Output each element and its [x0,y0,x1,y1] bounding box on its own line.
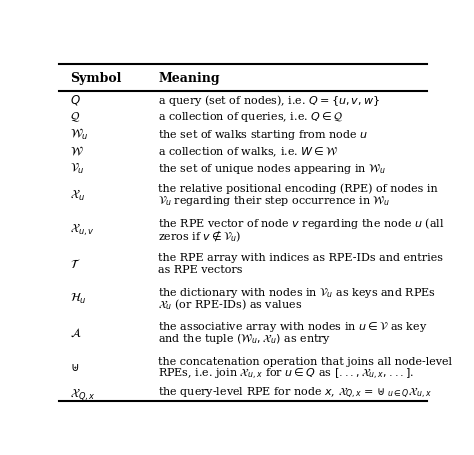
Text: $\uplus$: $\uplus$ [70,360,79,374]
Text: the RPE array with indices as RPE-IDs and entries: the RPE array with indices as RPE-IDs an… [158,253,444,263]
Text: $\mathcal{X}_u$ (or RPE-IDs) as values: $\mathcal{X}_u$ (or RPE-IDs) as values [158,297,303,312]
Text: as RPE vectors: as RPE vectors [158,265,243,275]
Text: $\mathcal{W}_u$: $\mathcal{W}_u$ [70,127,89,142]
Text: $\mathcal{X}_{u,v}$: $\mathcal{X}_{u,v}$ [70,221,95,238]
Text: and the tuple $(\mathcal{W}_u, \mathcal{X}_u)$ as entry: and the tuple $(\mathcal{W}_u, \mathcal{… [158,332,332,346]
Text: the RPE vector of node $v$ regarding the node $u$ (all: the RPE vector of node $v$ regarding the… [158,216,445,231]
Text: $\mathcal{A}$: $\mathcal{A}$ [70,326,82,339]
Text: the query-level RPE for node $x$, $\mathcal{X}_{Q,x} = \uplus_{u \in Q}\mathcal{: the query-level RPE for node $x$, $\math… [158,385,432,400]
Text: zeros if $v \notin \mathcal{V}_u$): zeros if $v \notin \mathcal{V}_u$) [158,228,242,243]
Text: Symbol: Symbol [70,72,122,85]
Text: the set of unique nodes appearing in $\mathcal{W}_u$: the set of unique nodes appearing in $\m… [158,162,386,176]
Text: $\mathcal{V}_u$ regarding their step occurrence in $\mathcal{W}_u$: $\mathcal{V}_u$ regarding their step occ… [158,194,391,208]
Text: Meaning: Meaning [158,72,220,85]
Text: $Q$: $Q$ [70,93,81,107]
Text: $\mathcal{V}_u$: $\mathcal{V}_u$ [70,162,85,176]
Text: the relative positional encoding (RPE) of nodes in: the relative positional encoding (RPE) o… [158,183,438,194]
Text: a query (set of nodes), i.e. $Q = \{u, v, w\}$: a query (set of nodes), i.e. $Q = \{u, v… [158,92,381,107]
Text: the associative array with nodes in $u \in \mathcal{V}$ as key: the associative array with nodes in $u \… [158,319,428,334]
Text: the dictionary with nodes in $\mathcal{V}_u$ as keys and RPEs: the dictionary with nodes in $\mathcal{V… [158,285,437,299]
Text: the set of walks starting from node $u$: the set of walks starting from node $u$ [158,127,368,142]
Text: $\mathcal{H}_u$: $\mathcal{H}_u$ [70,291,87,305]
Text: $\mathcal{T}$: $\mathcal{T}$ [70,257,81,270]
Text: a collection of queries, i.e. $Q \in \mathcal{Q}$: a collection of queries, i.e. $Q \in \ma… [158,110,344,124]
Text: $\mathcal{X}_{Q,x}$: $\mathcal{X}_{Q,x}$ [70,385,96,401]
Text: $\mathcal{Q}$: $\mathcal{Q}$ [70,111,81,124]
Text: RPEs, i.e. join $\mathcal{X}_{u,x}$ for $u \in Q$ as $[..., \mathcal{X}_{u,x}, .: RPEs, i.e. join $\mathcal{X}_{u,x}$ for … [158,366,415,381]
Text: $\mathcal{X}_u$: $\mathcal{X}_u$ [70,187,85,202]
Text: the concatenation operation that joins all node-level: the concatenation operation that joins a… [158,356,453,366]
Text: $\mathcal{W}$: $\mathcal{W}$ [70,145,84,158]
Text: a collection of walks, i.e. $W \in \mathcal{W}$: a collection of walks, i.e. $W \in \math… [158,145,339,158]
